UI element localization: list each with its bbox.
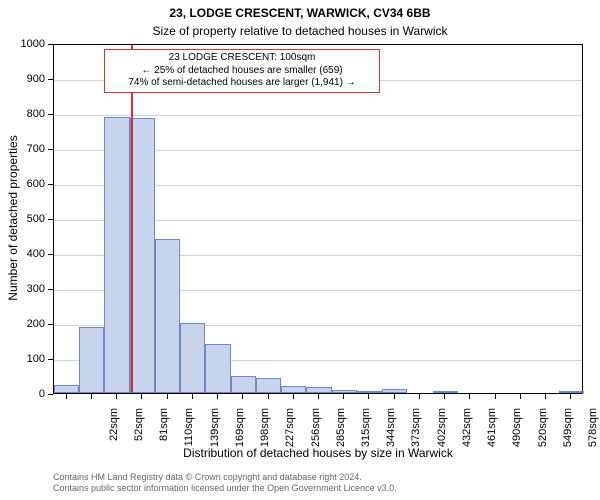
x-tick-mark <box>343 394 344 399</box>
y-tick-mark <box>48 79 53 80</box>
x-tick-mark <box>141 394 142 399</box>
x-tick-mark <box>469 394 470 399</box>
x-tick-mark <box>318 394 319 399</box>
x-tick-label: 22sqm <box>108 408 120 458</box>
annotation-line-1: 23 LODGE CRESCENT: 100sqm <box>111 52 373 65</box>
x-tick-label: 315sqm <box>360 408 372 458</box>
y-tick-label: 600 <box>15 178 45 190</box>
gridline <box>54 115 582 116</box>
x-tick-label: 227sqm <box>284 408 296 458</box>
y-tick-label: 100 <box>15 353 45 365</box>
chart-title-line1: 23, LODGE CRESCENT, WARWICK, CV34 6BB <box>0 6 600 20</box>
x-tick-mark <box>116 394 117 399</box>
x-tick-label: 373sqm <box>410 408 422 458</box>
histogram-bar <box>130 118 155 393</box>
y-tick-label: 200 <box>15 318 45 330</box>
x-tick-label: 198sqm <box>259 408 271 458</box>
x-tick-label: 549sqm <box>562 408 574 458</box>
annotation-line-2: ← 25% of detached houses are smaller (65… <box>111 65 373 78</box>
y-tick-mark <box>48 254 53 255</box>
y-tick-mark <box>48 184 53 185</box>
histogram-bar <box>231 376 256 394</box>
x-tick-label: 461sqm <box>486 408 498 458</box>
x-tick-label: 432sqm <box>461 408 473 458</box>
x-tick-mark <box>268 394 269 399</box>
histogram-bar <box>79 327 104 394</box>
y-tick-mark <box>48 324 53 325</box>
x-tick-mark <box>368 394 369 399</box>
chart-title-line2: Size of property relative to detached ho… <box>0 24 600 38</box>
y-tick-label: 500 <box>15 213 45 225</box>
annotation-line-3: 74% of semi-detached houses are larger (… <box>111 77 373 90</box>
y-tick-mark <box>48 149 53 150</box>
histogram-bar <box>180 323 205 393</box>
histogram-bar <box>559 391 584 393</box>
x-tick-mark <box>419 394 420 399</box>
x-tick-mark <box>545 394 546 399</box>
plot-area <box>53 44 583 394</box>
y-tick-label: 700 <box>15 143 45 155</box>
y-tick-mark <box>48 359 53 360</box>
histogram-bar <box>155 239 180 393</box>
x-tick-label: 344sqm <box>385 408 397 458</box>
x-tick-label: 110sqm <box>183 408 195 458</box>
histogram-bar <box>306 387 331 393</box>
y-tick-mark <box>48 114 53 115</box>
x-tick-label: 256sqm <box>310 408 322 458</box>
histogram-bar <box>357 391 382 393</box>
histogram-bar <box>54 385 79 393</box>
property-marker-line <box>131 45 133 393</box>
x-tick-label: 169sqm <box>234 408 246 458</box>
x-tick-mark <box>570 394 571 399</box>
license-line-2: Contains public sector information licen… <box>53 483 397 494</box>
x-tick-label: 490sqm <box>511 408 523 458</box>
x-tick-mark <box>217 394 218 399</box>
x-tick-mark <box>167 394 168 399</box>
y-tick-label: 1000 <box>15 38 45 50</box>
histogram-bar <box>332 390 357 394</box>
y-tick-label: 400 <box>15 248 45 260</box>
license-text: Contains HM Land Registry data © Crown c… <box>53 472 397 495</box>
y-tick-mark <box>48 289 53 290</box>
y-tick-mark <box>48 394 53 395</box>
y-tick-label: 900 <box>15 73 45 85</box>
histogram-bar <box>382 389 407 393</box>
histogram-bar <box>104 117 129 394</box>
x-tick-mark <box>242 394 243 399</box>
x-tick-mark <box>444 394 445 399</box>
histogram-bar <box>281 386 306 393</box>
x-tick-mark <box>192 394 193 399</box>
histogram-bar <box>256 378 281 393</box>
x-tick-mark <box>66 394 67 399</box>
x-tick-label: 52sqm <box>133 408 145 458</box>
x-tick-label: 81sqm <box>158 408 170 458</box>
x-tick-label: 139sqm <box>209 408 221 458</box>
histogram-bar <box>205 344 230 393</box>
x-tick-label: 402sqm <box>436 408 448 458</box>
y-tick-mark <box>48 219 53 220</box>
x-tick-mark <box>495 394 496 399</box>
x-tick-mark <box>293 394 294 399</box>
y-tick-label: 800 <box>15 108 45 120</box>
x-tick-mark <box>91 394 92 399</box>
x-tick-mark <box>394 394 395 399</box>
x-tick-mark <box>520 394 521 399</box>
x-tick-label: 285sqm <box>335 408 347 458</box>
annotation-box: 23 LODGE CRESCENT: 100sqm ← 25% of detac… <box>104 49 380 93</box>
histogram-bar <box>433 391 458 393</box>
y-tick-mark <box>48 44 53 45</box>
license-line-1: Contains HM Land Registry data © Crown c… <box>53 472 397 483</box>
x-tick-label: 578sqm <box>587 408 599 458</box>
y-tick-label: 300 <box>15 283 45 295</box>
x-tick-label: 520sqm <box>537 408 549 458</box>
y-tick-label: 0 <box>15 388 45 400</box>
